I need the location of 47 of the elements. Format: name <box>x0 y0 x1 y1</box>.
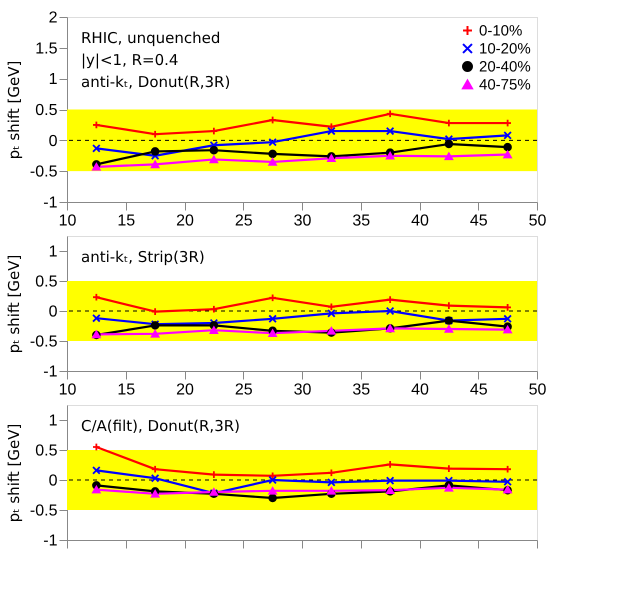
y-tick-label: 1 <box>48 244 58 260</box>
y-tick-label: 1 <box>48 71 58 88</box>
annotation: |y|<1, R=0.4 <box>81 51 178 69</box>
annotation: anti-kₜ, Strip(3R) <box>81 248 205 266</box>
x-tick-label: 45 <box>470 382 488 398</box>
legend-label: 0-10% <box>479 22 522 40</box>
annotation: C/A(filt), Donut(R,3R) <box>81 417 240 435</box>
x-tick-label: 25 <box>234 212 253 230</box>
legend-label: 20-40% <box>479 58 531 76</box>
y-tick-label: -0.5 <box>30 502 58 520</box>
y-tick-label: 2 <box>48 10 58 26</box>
y-tick-label: 0.5 <box>35 102 58 119</box>
y-tick-label: 0.5 <box>35 442 58 460</box>
y-tick-label: 0 <box>48 472 58 490</box>
legend-label: 40-75% <box>479 76 531 94</box>
x-tick-label: 50 <box>528 382 546 398</box>
legend-label: 10-20% <box>479 40 531 58</box>
y-tick-label: -1 <box>43 194 58 212</box>
x-tick-label: 35 <box>352 212 370 230</box>
x-tick-label: 20 <box>176 212 194 230</box>
x-tick-label: 45 <box>470 212 488 230</box>
x-tick-label: 20 <box>176 382 194 398</box>
y-tick-label: 0.5 <box>35 274 58 290</box>
x-tick-label: 35 <box>352 382 370 398</box>
y-axis-title: pₜ shift [GeV] <box>4 424 23 522</box>
y-tick-label: 0 <box>48 304 58 320</box>
x-tick-label: 40 <box>411 382 429 398</box>
x-tick-label: 50 <box>528 212 546 230</box>
annotation: anti-kₜ, Donut(R,3R) <box>81 73 230 91</box>
x-tick-label: 40 <box>411 212 429 230</box>
y-tick-label: 1 <box>48 412 58 430</box>
annotation: RHIC, unquenched <box>81 29 220 47</box>
y-tick-label: -0.5 <box>30 334 58 350</box>
y-tick-label: -1 <box>43 364 58 380</box>
y-tick-label: 1.5 <box>35 40 58 58</box>
x-tick-label: 15 <box>117 382 136 398</box>
x-tick-label: 30 <box>294 382 312 398</box>
x-tick-label: 15 <box>117 212 136 230</box>
y-tick-label: -0.5 <box>30 164 58 181</box>
y-tick-label: -1 <box>43 532 58 550</box>
y-axis-title: pₜ shift [GeV] <box>4 60 23 160</box>
x-tick-label: 25 <box>234 382 253 398</box>
x-tick-label: 10 <box>58 382 76 398</box>
y-axis-title: pₜ shift [GeV] <box>4 254 23 354</box>
y-tick-label: 0 <box>48 132 58 150</box>
x-tick-label: 30 <box>294 212 312 230</box>
x-tick-label: 10 <box>58 212 76 230</box>
